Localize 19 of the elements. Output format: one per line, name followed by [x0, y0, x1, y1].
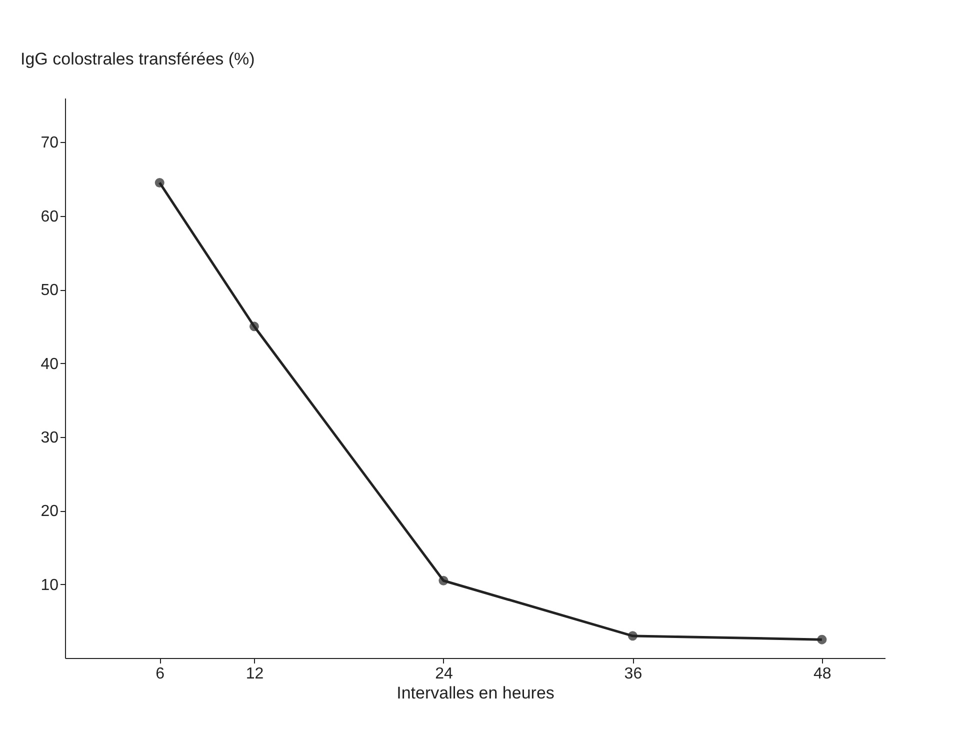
y-axis-title: IgG colostrales transférées (%)	[20, 50, 255, 68]
point	[249, 322, 259, 332]
point	[817, 634, 827, 644]
x-tick-label: 24	[435, 666, 453, 682]
point	[628, 631, 638, 641]
y-tick-label: 30	[40, 429, 59, 446]
y-tick-label: 20	[40, 503, 59, 520]
x-tick-label: 36	[624, 666, 642, 682]
x-tick-label: 12	[246, 666, 264, 682]
y-tick-label: 40	[40, 356, 59, 373]
y-tick-label: 70	[40, 134, 59, 152]
x-tick-label: 6	[156, 666, 165, 682]
y-tick-label: 10	[40, 576, 59, 594]
point	[154, 178, 164, 188]
y-tick-label: 60	[40, 208, 59, 226]
point	[438, 576, 448, 586]
x-axis-title: Intervalles en heures	[396, 684, 554, 702]
y-tick-label: 50	[40, 282, 59, 300]
x-tick-label: 48	[814, 666, 832, 682]
